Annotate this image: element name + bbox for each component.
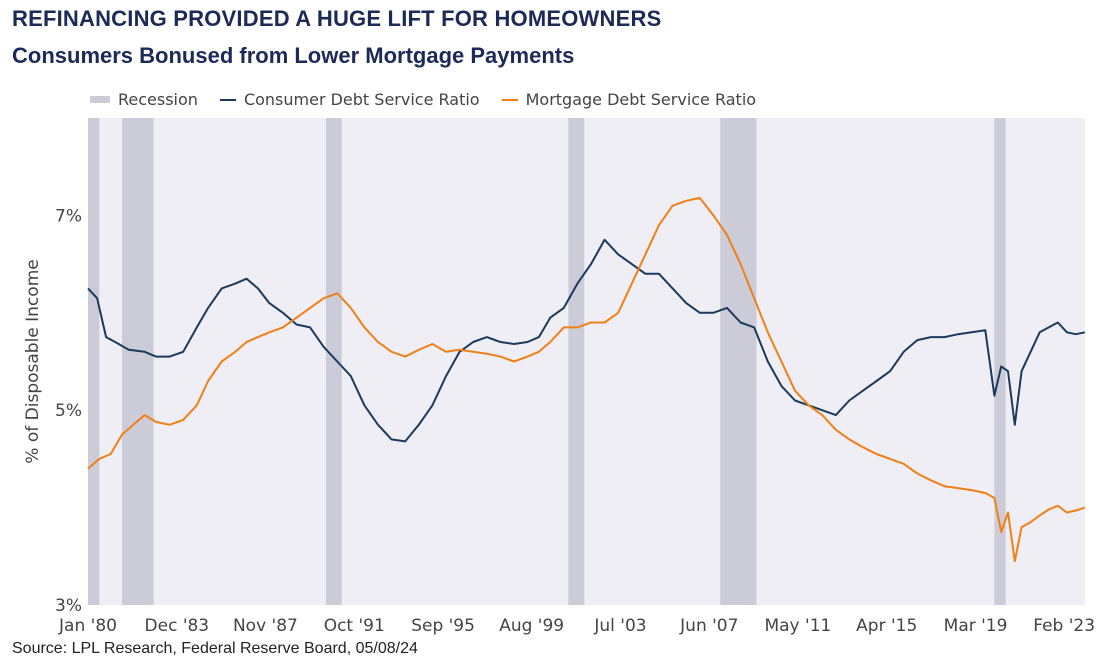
legend-swatch-recession [90, 96, 110, 103]
recession-band [325, 118, 342, 605]
legend-label-mortgage: Mortgage Debt Service Ratio [525, 90, 757, 109]
series-line-mortgage-debt [87, 196, 1086, 563]
chart-title: REFINANCING PROVIDED A HUGE LIFT FOR HOM… [12, 6, 662, 31]
x-tick-label: Nov '87 [233, 616, 298, 636]
x-tick-label: Aug '99 [499, 616, 564, 636]
x-tick-label: Feb '23 [1033, 616, 1095, 636]
x-tick-label: Jul '03 [593, 616, 646, 636]
recession-band [994, 118, 1006, 605]
x-tick-label: Jan '80 [58, 616, 117, 636]
legend-swatch-mortgage [501, 98, 518, 101]
legend-swatch-consumer [219, 98, 236, 101]
legend: Recession Consumer Debt Service Ratio Mo… [90, 90, 756, 109]
legend-item-consumer: Consumer Debt Service Ratio [219, 90, 480, 109]
x-tick-label: May '11 [764, 616, 831, 636]
recession-band [121, 118, 154, 605]
x-tick-label: Apr '15 [856, 616, 917, 636]
legend-label-recession: Recession [118, 90, 198, 109]
legend-label-consumer: Consumer Debt Service Ratio [243, 90, 480, 109]
x-tick-label: Sep '95 [411, 616, 475, 636]
x-tick-label: Mar '19 [944, 616, 1008, 636]
chart-subtitle: Consumers Bonused from Lower Mortgage Pa… [12, 43, 575, 68]
y-tick-label: 5% [55, 401, 82, 421]
x-tick-label: Oct '91 [324, 616, 385, 636]
recession-band [568, 118, 585, 605]
recession-band [88, 118, 100, 605]
x-tick-label: Dec '83 [145, 616, 210, 636]
legend-item-recession: Recession [90, 90, 198, 109]
y-tick-label: 7% [55, 206, 82, 226]
y-tick-label: 3% [55, 596, 82, 616]
legend-item-mortgage: Mortgage Debt Service Ratio [501, 90, 757, 109]
y-axis-label: % of Disposable Income [23, 259, 43, 463]
series-line-consumer-debt [87, 238, 1086, 443]
recession-band [720, 118, 757, 605]
plot-area [88, 118, 1085, 605]
source-note: Source: LPL Research, Federal Reserve Bo… [12, 640, 418, 657]
x-tick-label: Jun '07 [679, 616, 738, 636]
